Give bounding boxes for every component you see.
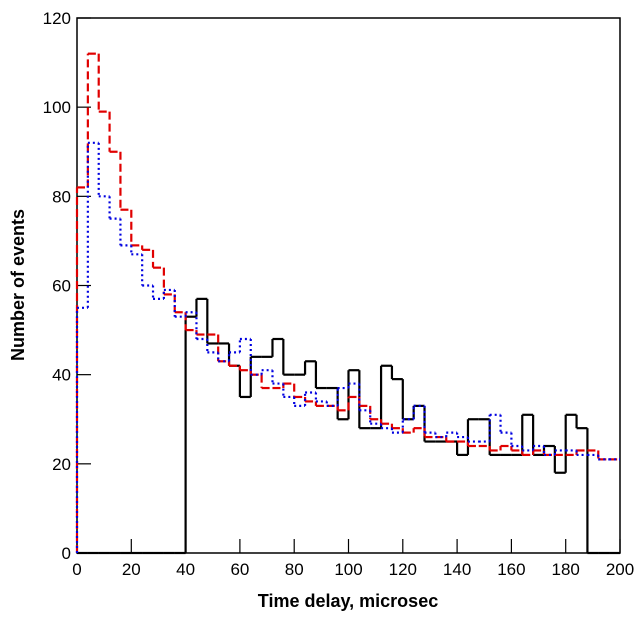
y-tick-label: 20 bbox=[52, 455, 71, 474]
x-tick-label: 80 bbox=[285, 560, 304, 579]
x-tick-label: 160 bbox=[497, 560, 525, 579]
y-tick-label: 120 bbox=[43, 9, 71, 28]
x-tick-label: 60 bbox=[230, 560, 249, 579]
x-tick-label: 100 bbox=[334, 560, 362, 579]
x-tick-label: 40 bbox=[176, 560, 195, 579]
y-tick-label: 100 bbox=[43, 98, 71, 117]
x-tick-label: 140 bbox=[443, 560, 471, 579]
y-tick-label: 60 bbox=[52, 277, 71, 296]
y-tick-label: 80 bbox=[52, 187, 71, 206]
x-tick-label: 200 bbox=[606, 560, 634, 579]
y-tick-label: 40 bbox=[52, 366, 71, 385]
x-tick-label: 0 bbox=[72, 560, 81, 579]
y-tick-label: 0 bbox=[62, 544, 71, 563]
plot-frame bbox=[76, 17, 621, 554]
x-tick-label: 180 bbox=[552, 560, 580, 579]
y-axis-title: Number of events bbox=[8, 209, 28, 361]
x-tick-label: 20 bbox=[122, 560, 141, 579]
x-axis-title: Time delay, microsec bbox=[258, 591, 438, 611]
x-tick-label: 120 bbox=[389, 560, 417, 579]
